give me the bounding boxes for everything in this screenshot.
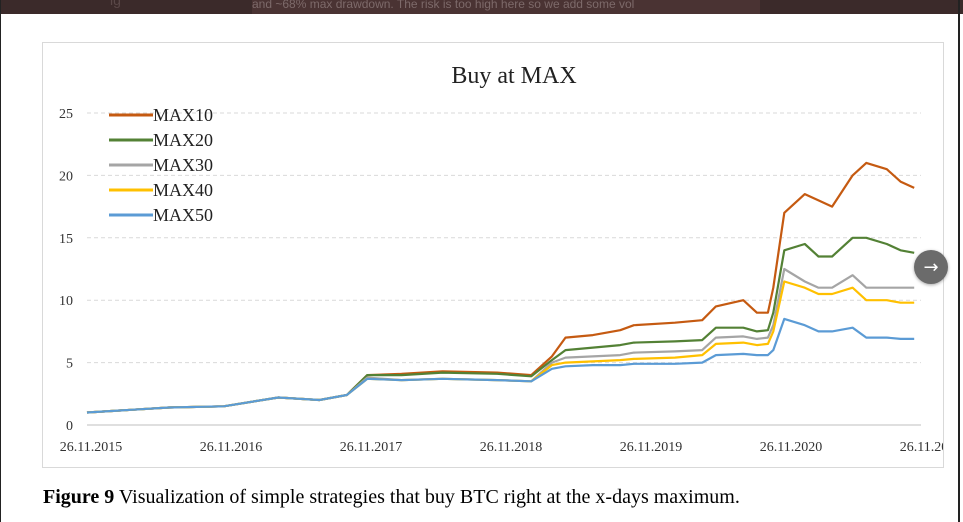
x-tick-label: 26.11.2021: [900, 440, 943, 455]
arrow-right-icon: →: [923, 256, 939, 278]
series-line-max40: [86, 280, 915, 414]
banner-logo: ig: [110, 0, 121, 8]
y-tick-label: 10: [59, 294, 73, 309]
y-tick-label: 15: [59, 232, 73, 247]
y-tick-label: 25: [59, 107, 73, 122]
chart-title: Buy at MAX: [451, 63, 576, 89]
figure-caption-text: Visualization of simple strategies that …: [114, 486, 740, 508]
legend-label: MAX20: [153, 130, 213, 150]
chart-container: Buy at MAX 0 5 10 15 20 25 26.11.2015 26.11.2016…: [42, 42, 944, 468]
y-tick-label: 5: [66, 357, 73, 372]
figure-label: Figure 9: [43, 486, 115, 508]
x-tick-label: 26.11.2018: [480, 440, 542, 455]
banner-text: and ~68% max drawdown. The risk is too h…: [252, 0, 760, 14]
legend-label: MAX10: [153, 105, 213, 125]
legend-label: MAX50: [153, 205, 213, 225]
y-tick-label: 20: [59, 169, 73, 184]
x-tick-label: 26.11.2016: [200, 440, 262, 455]
legend-label: MAX30: [153, 155, 213, 175]
legend-label: MAX40: [153, 180, 213, 200]
figure-caption: Figure 9 Visualization of simple strateg…: [43, 486, 740, 509]
x-tick-label: 26.11.2017: [340, 440, 402, 455]
frame-left-border: [0, 0, 1, 522]
series-line-max30: [86, 267, 915, 414]
x-tick-label: 26.11.2019: [620, 440, 682, 455]
frame-right-border: [958, 0, 960, 522]
line-chart: Buy at MAX 0 5 10 15 20 25 26.11.2015 26.11.2016…: [59, 63, 943, 455]
next-button[interactable]: →: [914, 250, 948, 284]
x-tick-label: 26.11.2020: [760, 440, 822, 455]
series-line-max20: [86, 236, 915, 414]
x-tick-label: 26.11.2015: [60, 440, 122, 455]
series-line-max50: [86, 317, 915, 414]
y-tick-label: 0: [66, 419, 73, 434]
top-banner: ig and ~68% max drawdown. The risk is to…: [0, 0, 963, 14]
